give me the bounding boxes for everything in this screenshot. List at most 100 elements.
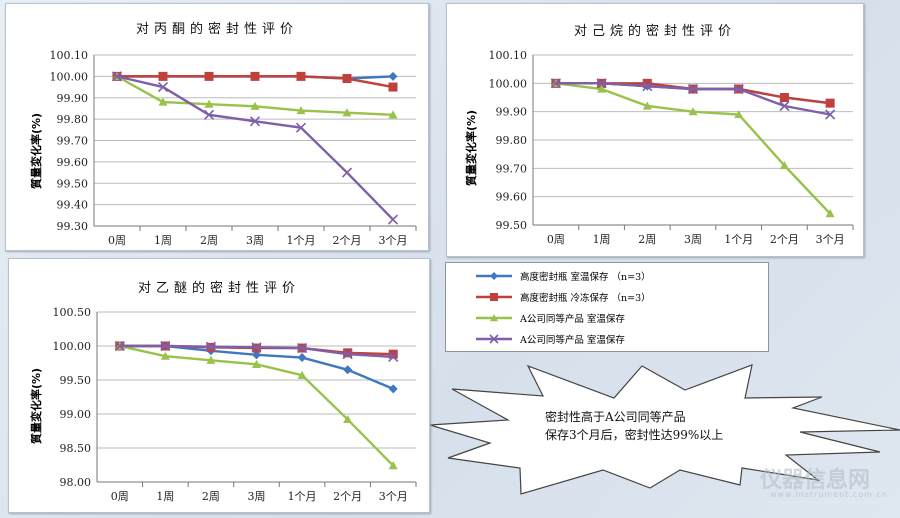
- x-tick-label: 3周: [246, 234, 264, 247]
- x-tick-label: 2个月: [770, 233, 799, 246]
- data-point-square: [825, 98, 835, 108]
- chart-hexane: 99.50 99.60 99.70 99.80 99.90 100.00 100.10 0周 1…: [446, 3, 864, 257]
- y-axis-label: 質量変化率(%): [465, 109, 478, 186]
- data-point-x: [111, 71, 123, 82]
- y-tick-label: 100.50: [53, 306, 92, 319]
- data-point-x: [249, 116, 261, 127]
- y-tick-label: 98.50: [60, 442, 92, 455]
- y-tick-label: 99.70: [57, 135, 89, 148]
- data-point-diamond: [343, 365, 353, 375]
- data-point-triangle: [490, 314, 498, 322]
- x-tick-label: 3个月: [816, 233, 845, 246]
- data-point-square: [642, 78, 652, 88]
- legend-marker-square-icon: [476, 293, 512, 301]
- watermark-url: www.instrument.com.cn: [770, 490, 888, 499]
- x-tick-label: 1周: [593, 233, 611, 246]
- y-tick-label: 99.50: [57, 177, 89, 190]
- data-point-x: [114, 340, 125, 352]
- data-point-triangle: [342, 108, 352, 117]
- data-point-diamond: [388, 71, 398, 81]
- data-point-x: [295, 122, 307, 133]
- y-tick-label: 99.90: [57, 92, 89, 105]
- y-tick-label: 100.10: [489, 49, 528, 62]
- data-point-triangle: [204, 99, 214, 108]
- x-tick-label: 1个月: [724, 233, 753, 246]
- chart-title: 对乙醚的密封性评价: [137, 281, 300, 296]
- chart-acetone: 99.30 99.40 99.50 99.60 99.70 99.80 99.90 100.0…: [5, 3, 429, 251]
- callout-line: 保存3个月后，密封性达99%以上: [545, 428, 724, 442]
- x-tick-label: 1周: [154, 234, 172, 247]
- x-tick-label: 0周: [547, 233, 565, 246]
- y-tick-label: 100.00: [50, 70, 89, 83]
- y-tick-label: 99.60: [57, 156, 89, 169]
- x-tick-label: 3个月: [379, 234, 408, 247]
- x-tick-label: 3个月: [379, 490, 408, 503]
- data-point-square: [388, 349, 398, 359]
- data-point-x: [251, 342, 262, 353]
- data-point-x: [596, 78, 607, 89]
- data-point-triangle: [779, 161, 789, 170]
- plot-area: 98.00 98.50 99.00 99.50 100.00 100.50 0周 1周 2周 3周…: [53, 306, 417, 503]
- x-tick-label: 2个月: [333, 490, 362, 503]
- data-point-x: [342, 349, 353, 360]
- y-tick-label: 99.80: [57, 113, 89, 126]
- data-point-triangle: [734, 110, 744, 119]
- data-point-square: [296, 71, 306, 81]
- x-tick-label: 2周: [638, 233, 656, 246]
- chart-title: 对己烷的密封性评价: [573, 24, 736, 39]
- callout-text: 密封性高于A公司同等产品 保存3个月后，密封性达99%以上: [545, 408, 745, 444]
- y-tick-label: 100.00: [53, 340, 92, 353]
- x-tick-label: 1个月: [287, 234, 316, 247]
- y-axis-label: 質量変化率(%): [30, 367, 43, 444]
- data-point-triangle: [597, 84, 607, 93]
- data-point-triangle: [388, 110, 398, 119]
- legend-marker-triangle-icon: [476, 314, 512, 322]
- x-tick-label: 0周: [108, 234, 126, 247]
- data-point-x: [297, 342, 308, 354]
- data-point-diamond: [252, 350, 261, 360]
- y-axis-label: 質量変化率(%): [30, 112, 43, 189]
- data-point-triangle: [160, 351, 170, 360]
- data-point-square: [250, 71, 260, 81]
- data-point-triangle: [688, 107, 698, 116]
- data-point-x: [341, 167, 353, 178]
- x-tick-label: 3周: [248, 490, 266, 503]
- plot-area: 99.50 99.60 99.70 99.80 99.90 100.00 100.10 0周 1…: [489, 49, 854, 246]
- y-tick-label: 99.50: [60, 374, 92, 387]
- data-point-square: [342, 74, 352, 84]
- data-point-x: [779, 100, 790, 112]
- data-point-x: [550, 78, 561, 89]
- legend-marker-diamond-icon: [476, 272, 512, 280]
- data-point-diamond: [297, 353, 307, 363]
- legend-item: A公司同等产品 室温保存: [476, 310, 625, 326]
- legend: 高度密封瓶 室温保存 （n=3） 高度密封瓶 冷冻保存 （n=3） A公司同等产…: [445, 262, 769, 352]
- y-tick-label: 99.60: [496, 191, 528, 204]
- data-point-x: [387, 214, 399, 225]
- x-tick-label: 1周: [156, 490, 174, 503]
- y-tick-label: 100.00: [489, 77, 528, 90]
- data-point-triangle: [158, 97, 168, 106]
- y-tick-label: 99.90: [496, 106, 528, 119]
- legend-label: 高度密封瓶 室温保存 （n=3）: [520, 272, 651, 283]
- watermark-logo: 仪器信息网: [760, 468, 871, 493]
- data-point-x: [388, 351, 399, 362]
- legend-marker-x-icon: [476, 334, 512, 344]
- chart-title: 对丙酮的密封性评价: [135, 22, 298, 37]
- y-tick-label: 99.00: [60, 408, 92, 421]
- data-point-x: [160, 340, 171, 352]
- y-tick-label: 99.50: [496, 219, 528, 232]
- data-point-x: [489, 334, 499, 344]
- data-point-x: [642, 81, 653, 92]
- legend-label: A公司同等产品 室温保存: [520, 314, 625, 325]
- data-point-x: [157, 81, 169, 93]
- series-line: [555, 82, 832, 215]
- x-tick-label: 3周: [684, 233, 702, 246]
- x-tick-label: 1个月: [288, 490, 317, 503]
- data-point-square: [204, 71, 214, 81]
- legend-item: A公司同等产品 室温保存: [476, 331, 625, 347]
- plot-area: 99.30 99.40 99.50 99.60 99.70 99.80 99.90 100.0…: [50, 49, 417, 247]
- data-point-triangle: [642, 101, 652, 110]
- legend-label: A公司同等产品 室温保存: [520, 335, 625, 346]
- data-point-triangle: [825, 209, 835, 218]
